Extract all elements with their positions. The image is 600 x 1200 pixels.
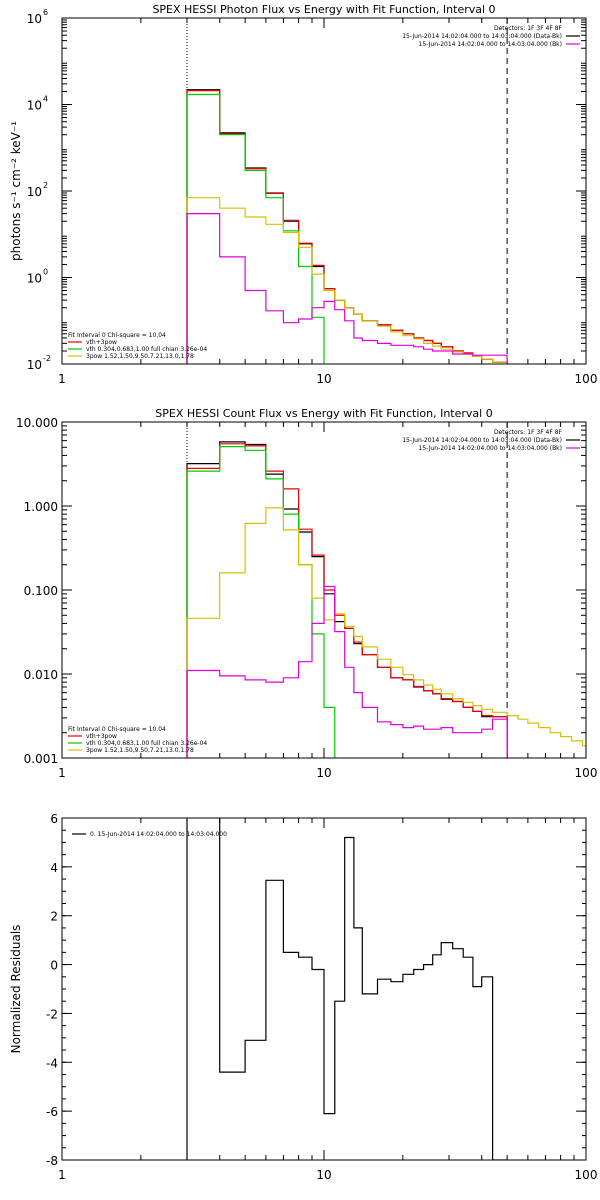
series-data-bk [186,441,508,758]
y-tick-label: 0.100 [24,584,58,598]
chart-title: SPEX HESSI Count Flux vs Energy with Fit… [155,407,492,420]
legend-entry: 15-Jun-2014 14:02:04.000 to 14:03:04.000… [419,445,562,452]
series-residuals [186,818,508,1160]
x-tick-label: 1 [58,372,66,386]
legend-entry: vth+3pow [86,733,117,740]
legend-entry: Fit Interval 0 Chi-square = 10.04 [68,726,166,733]
legend-entry: 15-Jun-2014 14:02:04.000 to 14:03:04.000… [402,437,562,444]
y-tick-exponent: 4 [43,95,48,104]
y-tick-label: 6 [50,812,58,826]
x-tick-label: 10 [316,1168,331,1182]
y-tick-label: 10 [27,99,42,113]
series-vth [186,446,336,758]
legend-entry: 0. 15-Jun-2014 14:02:04.000 to 14:03:04.… [90,831,227,838]
y-tick-label: -8 [46,1154,58,1168]
y-tick-label: 10 [27,12,42,26]
chart-panel-1: SPEX HESSI Photon Flux vs Energy with Fi… [9,3,597,386]
y-tick-label: 10 [27,185,42,199]
legend-entry: Detectors: 1F 3F 4F 8F [494,429,563,436]
y-tick-exponent: -2 [43,354,51,363]
y-tick-exponent: 0 [43,268,48,277]
series-3pow [186,507,586,758]
y-tick-label: -6 [46,1105,58,1119]
x-tick-label: 1 [58,766,66,780]
y-tick-label: 1.000 [24,500,58,514]
plot-frame [61,17,587,365]
y-tick-label: 2 [50,910,58,924]
legend-entry: 3pow 1.52,1.50,9.50,7.21,13.0,1.78 [86,747,194,754]
chart-panel-2: SPEX HESSI Count Flux vs Energy with Fit… [16,407,597,780]
legend-entry: vth 0.304,0.683,1.00 full chian 3.26e-04 [86,740,207,747]
x-tick-label: 1 [58,1168,66,1182]
y-axis-label: Normalized Residuals [9,925,23,1054]
y-tick-label: -4 [46,1056,58,1070]
y-tick-label: 10.000 [16,416,58,430]
y-tick-exponent: 2 [43,181,48,190]
legend-entry: Detectors: 1F 3F 4F 8F [494,25,563,32]
x-tick-label: 100 [575,766,598,780]
x-tick-label: 100 [575,1168,598,1182]
series-3pow [186,197,508,364]
legend-entry: vth+3pow [86,339,117,346]
y-tick-label: 10 [27,358,42,372]
chart-title: SPEX HESSI Photon Flux vs Energy with Fi… [152,3,495,16]
series-vth [186,93,325,364]
x-tick-label: 100 [575,372,598,386]
legend-entry: 15-Jun-2014 14:02:04.000 to 14:03:04.000… [419,41,562,48]
y-tick-label: 0 [50,959,58,973]
legend-entry: 3pow 1.52,1.50,9.50,7.21,13.0,1.78 [86,353,194,360]
x-tick-label: 10 [316,372,331,386]
legend-entry: 15-Jun-2014 14:02:04.000 to 14:03:04.000… [402,33,562,40]
y-tick-label: 4 [50,861,58,875]
series-bk [186,213,508,364]
plot-frame [61,817,587,1161]
y-tick-exponent: 6 [43,8,48,17]
x-tick-label: 10 [316,766,331,780]
legend-entry: Fit Interval 0 Chi-square = 10.04 [68,332,166,339]
series-vth-3pow [186,443,508,758]
legend-entry: vth 0.304,0.683,1.00 full chian 3.26e-04 [86,346,207,353]
series-bk [186,585,508,758]
y-tick-label: 0.010 [24,668,58,682]
y-axis-label: photons s⁻¹ cm⁻² keV⁻¹ [9,121,23,261]
plot-area [186,89,508,364]
y-tick-label: 10 [27,272,42,286]
plot-area [186,441,586,758]
y-tick-label: 0.001 [24,752,58,766]
plot-frame [61,421,587,759]
plot-area [186,818,508,1160]
chart-panel-3: Normalized Residuals 1 10 100 -8 -6 -4 -2 0 2 4 6 0.… [9,812,597,1182]
y-tick-label: -2 [46,1007,58,1021]
